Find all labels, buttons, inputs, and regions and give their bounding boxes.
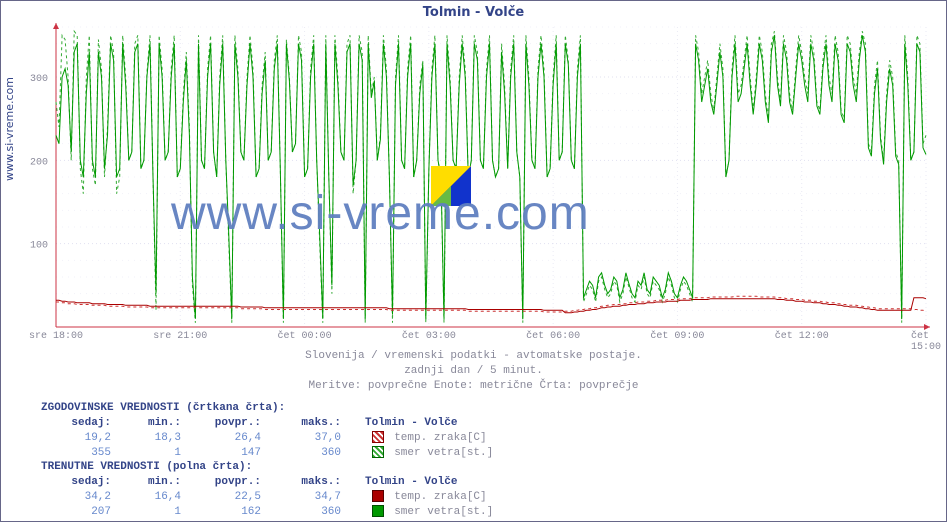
- legend-station: Tolmin - Volče: [341, 475, 457, 490]
- legend-val-povp: 26,4: [181, 431, 261, 446]
- legend-swatch: [372, 431, 384, 443]
- legend-col-maks: maks.:: [261, 475, 341, 490]
- legend-section-title: ZGODOVINSKE VREDNOSTI (črtkana črta):: [41, 401, 493, 416]
- legend-val-maks: 34,7: [261, 490, 341, 505]
- legend-col-min: min.:: [111, 416, 181, 431]
- legend-col-povp: povpr.:: [181, 475, 261, 490]
- legend-swatch: [372, 490, 384, 502]
- legend-val-min: 16,4: [111, 490, 181, 505]
- legend-col-min: min.:: [111, 475, 181, 490]
- legend-swatch: [372, 505, 384, 517]
- x-tick-label: čet 12:00: [775, 331, 829, 342]
- legend-val-povp: 162: [181, 505, 261, 520]
- legend-val-maks: 360: [261, 446, 341, 461]
- legend-series-label: smer vetra[st.]: [341, 506, 493, 518]
- legend-val-sedaj: 19,2: [41, 431, 111, 446]
- legend-val-sedaj: 34,2: [41, 490, 111, 505]
- caption-line-1: Slovenija / vremenski podatki - avtomats…: [1, 349, 946, 364]
- chart-frame: Tolmin - Volče www.si-vreme.com 10020030…: [0, 0, 947, 522]
- x-tick-label: čet 09:00: [650, 331, 704, 342]
- svg-text:100: 100: [30, 241, 48, 252]
- legend-val-sedaj: 207: [41, 505, 111, 520]
- x-tick-label: sre 18:00: [29, 331, 83, 342]
- chart-caption: Slovenija / vremenski podatki - avtomats…: [1, 349, 946, 394]
- legend-section-title: TRENUTNE VREDNOSTI (polna črta):: [41, 460, 493, 475]
- legend-col-sedaj: sedaj:: [41, 416, 111, 431]
- x-tick-label: čet 03:00: [402, 331, 456, 342]
- legend-col-povp: povpr.:: [181, 416, 261, 431]
- legend-series-label: temp. zraka[C]: [341, 432, 487, 444]
- legend-col-maks: maks.:: [261, 416, 341, 431]
- legend-series-label: smer vetra[st.]: [341, 447, 493, 459]
- legend-val-min: 1: [111, 505, 181, 520]
- legend-val-maks: 37,0: [261, 431, 341, 446]
- svg-text:300: 300: [30, 74, 48, 85]
- x-tick-label: čet 06:00: [526, 331, 580, 342]
- legend-station: Tolmin - Volče: [341, 416, 457, 431]
- watermark-text: www.si-vreme.com: [171, 186, 590, 241]
- line-chart: 100200300: [56, 27, 926, 327]
- y-axis-label: www.si-vreme.com: [3, 77, 16, 181]
- svg-text:200: 200: [30, 157, 48, 168]
- legend-swatch: [372, 446, 384, 458]
- x-tick-label: sre 21:00: [153, 331, 207, 342]
- legend-series-label: temp. zraka[C]: [341, 491, 487, 503]
- legend-block: ZGODOVINSKE VREDNOSTI (črtkana črta):sed…: [41, 401, 493, 520]
- caption-line-2: zadnji dan / 5 minut.: [1, 364, 946, 379]
- legend-val-sedaj: 355: [41, 446, 111, 461]
- caption-line-3: Meritve: povprečne Enote: metrične Črta:…: [1, 379, 946, 394]
- legend-val-povp: 147: [181, 446, 261, 461]
- legend-col-sedaj: sedaj:: [41, 475, 111, 490]
- legend-val-min: 1: [111, 446, 181, 461]
- chart-title: Tolmin - Volče: [1, 1, 946, 22]
- legend-val-maks: 360: [261, 505, 341, 520]
- x-tick-label: čet 00:00: [278, 331, 332, 342]
- legend-val-povp: 22,5: [181, 490, 261, 505]
- legend-val-min: 18,3: [111, 431, 181, 446]
